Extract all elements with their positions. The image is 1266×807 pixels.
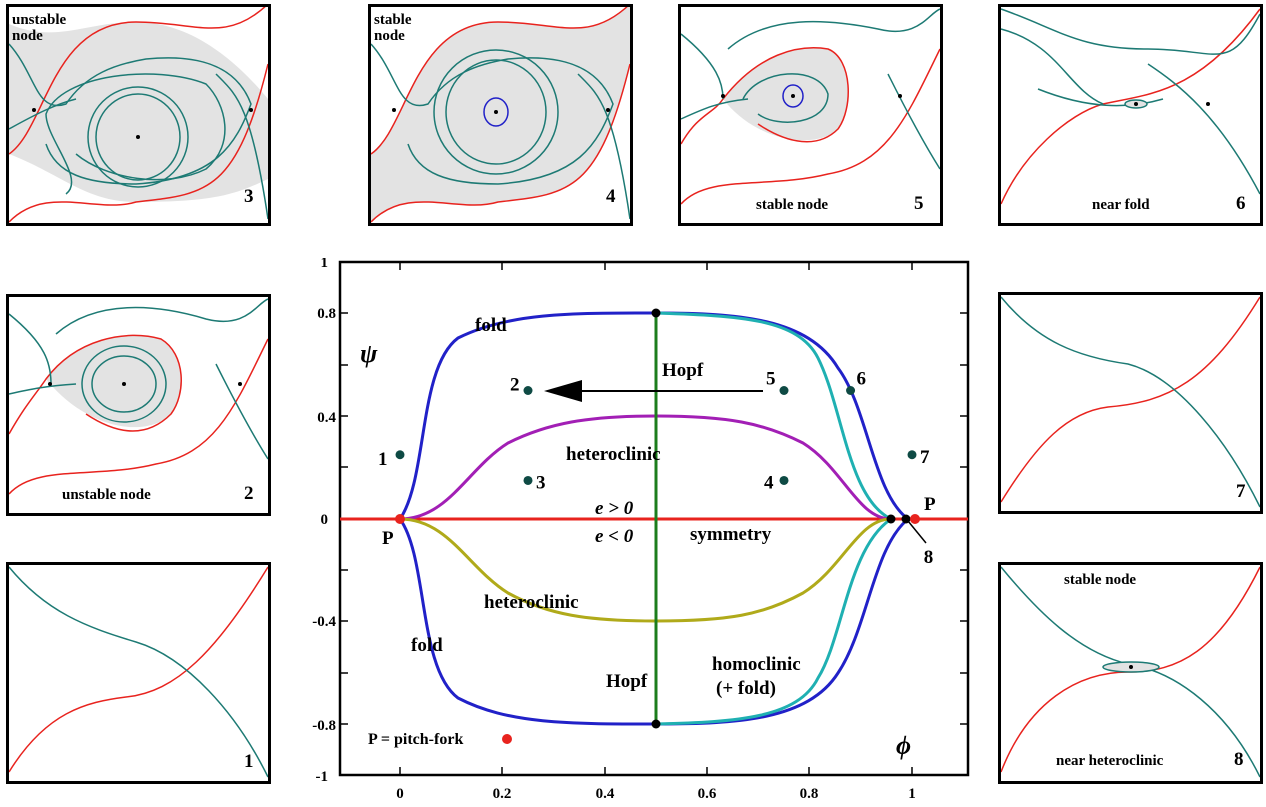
legend-pitchfork-dot [502,734,512,744]
panel8-number: 8 [1234,749,1244,770]
x-tick-label: 0.6 [698,786,717,802]
e-positive-label: e > 0 [595,498,634,519]
state-point-label-4: 4 [764,472,774,493]
y-tick-label: 0 [321,512,329,528]
phase-portrait-1: 1 [6,562,271,784]
phase-portrait-3: unstable node 3 [6,4,271,226]
panel4-label-line1: stable [374,12,412,28]
panel4-number: 4 [606,186,616,207]
state-point-label-6: 6 [857,369,867,390]
state-point-label-3: 3 [536,472,546,493]
panel8-label-top: stable node [1064,572,1136,588]
state-point-2 [523,386,533,395]
fold-label-top: fold [475,315,507,336]
panel4-label-line2: node [374,28,405,44]
hopf-label-top: Hopf [662,360,704,381]
phase-portrait-8: stable node near heteroclinic 8 [998,562,1263,784]
panel8-label-bottom: near heteroclinic [1056,753,1164,769]
panel2-label: unstable node [62,487,151,503]
pitchfork-label-right: P [924,494,936,515]
bifurcation-diagram: 1 0.8 0.4 0 -0.4 -0.8 -1 0 0.2 0.4 0.6 0… [308,255,988,807]
panel2-number: 2 [244,483,254,504]
homoclinic-label: homoclinic [712,654,801,675]
plus-fold-label: (+ fold) [716,678,776,699]
state-points: 1 2 3 4 5 6 7 8 [378,369,933,569]
panel3-label-line2: node [12,28,43,44]
legend-text: P = pitch-fork [368,731,463,748]
panel6-label: near fold [1092,197,1150,213]
x-tick-label: 0 [396,786,404,802]
red-separatrix-top [8,4,269,155]
heteroclinic-curve-upper [399,414,892,521]
hopf-label-bottom: Hopf [606,671,648,692]
panel7-number: 7 [1236,481,1246,502]
phase-portrait-5: stable node 5 [678,4,943,226]
state-point-6 [846,386,856,395]
panel3-label-line1: unstable [12,12,67,28]
heteroclinic-label-top: heteroclinic [566,444,661,465]
state-point-label-5: 5 [766,369,776,390]
x-tick-marks [399,262,913,775]
x-tick-label: 0.4 [596,786,615,802]
phase-portrait-4: stable node 4 [368,4,633,226]
pitchfork-point-right [910,514,920,524]
y-tick-label: 0.8 [317,306,336,322]
y-tick-label: -1 [316,769,329,785]
phase-portrait-2: unstable node 2 [6,294,271,516]
state-point-label-8: 8 [924,547,934,568]
state-point-1 [395,450,405,460]
fold-label-bottom: fold [411,635,443,656]
phase-portrait-6: near fold 6 [998,4,1263,226]
y-axis-symbol: ψ [360,339,378,368]
state-point-label-2: 2 [510,375,520,396]
red-separatrix-bottom [8,63,269,223]
state-point-4 [779,475,789,485]
x-axis-symbol: ϕ [896,731,911,760]
panel5-number: 5 [914,193,924,214]
panel6-number: 6 [1236,193,1246,214]
y-tick-label: -0.4 [312,614,336,630]
y-tick-label: 0.4 [317,410,336,426]
state-point-5 [779,386,789,395]
state-point-3 [523,475,533,485]
symmetry-label: symmetry [690,524,772,545]
state-point-7 [907,450,917,460]
e-negative-label: e < 0 [595,526,634,547]
heteroclinic-label-bottom: heteroclinic [484,592,579,613]
x-tick-label: 0.8 [800,786,819,802]
heteroclinic-curve-lower [399,517,892,623]
panel5-label: stable node [756,197,828,213]
phase-portrait-7: 7 [998,292,1263,514]
pitchfork-label-left: P [382,528,394,549]
panel3-number: 3 [244,186,254,207]
state-point-label-1: 1 [378,449,388,470]
pitchfork-point-left [395,514,405,524]
y-tick-label: 1 [321,258,329,271]
state-point-label-7: 7 [920,447,930,468]
x-tick-label: 0.2 [493,786,512,802]
x-tick-label: 1 [908,786,916,802]
y-tick-label: -0.8 [312,718,336,734]
panel1-number: 1 [244,751,254,772]
